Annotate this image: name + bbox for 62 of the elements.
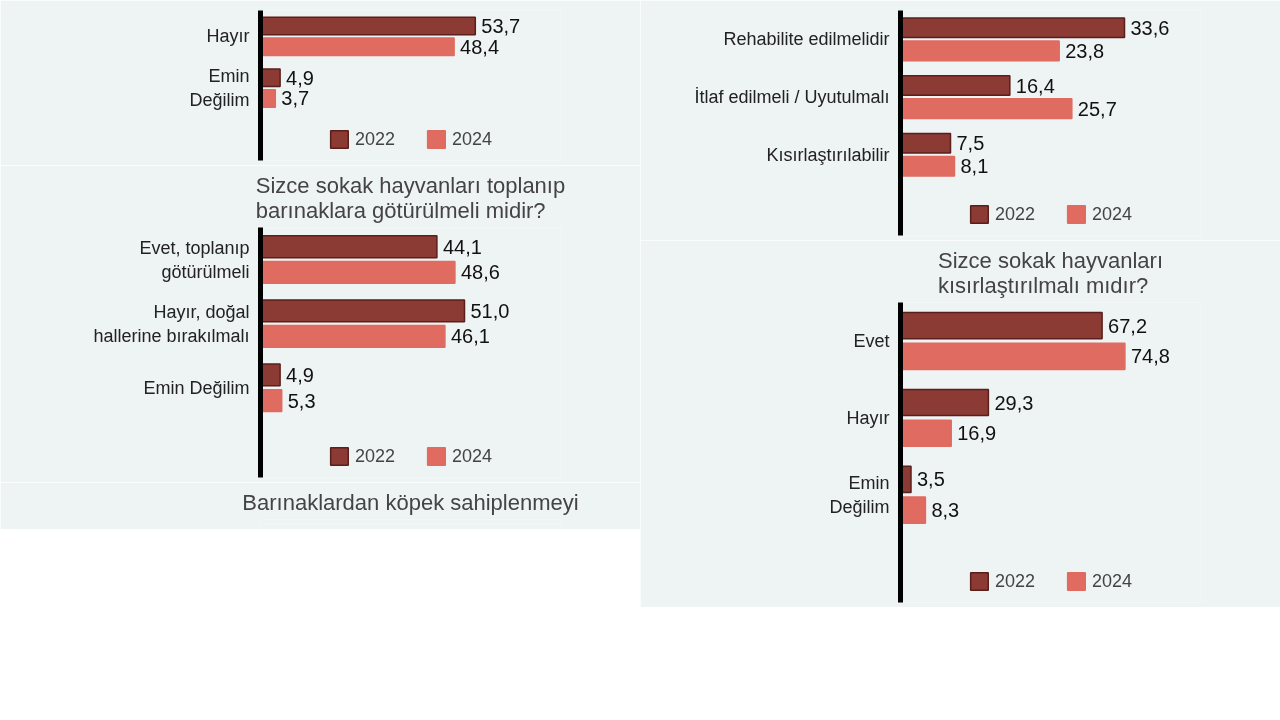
chart-title: Sizce sokak hayvanları toplanıp barınaklara götürülmeli midir? — [255, 172, 566, 223]
legend-label: 2022 — [354, 128, 395, 150]
data-label: 4,9 — [286, 363, 314, 386]
bar — [260, 299, 466, 323]
data-label: 46,1 — [450, 325, 490, 348]
legend-label: 2022 — [354, 445, 395, 467]
legend-label: 2024 — [1092, 570, 1133, 592]
legend-label: 2024 — [1092, 203, 1133, 225]
data-label: 8,3 — [931, 499, 960, 522]
data-label: 29,3 — [994, 391, 1034, 414]
data-label: 48,6 — [460, 261, 500, 284]
data-label: 67,2 — [1108, 314, 1148, 337]
y-tick-label: İtlaf edilmeli / Uyutulmalı — [694, 87, 890, 108]
bar — [900, 496, 927, 525]
bar — [260, 260, 456, 285]
y-tick-label: Evet, toplanıp götürülmeli — [139, 237, 250, 282]
y-tick-label: Hayır — [206, 26, 250, 47]
bar — [900, 342, 1126, 371]
y-tick-label: Kısırlaştırılabilir — [766, 144, 890, 165]
bar — [900, 40, 1060, 62]
y-tick-label: Rehabilite edilmelidir — [723, 29, 890, 50]
y-tick-label: Hayır — [846, 407, 890, 428]
data-label: 7,5 — [956, 132, 985, 155]
bar — [900, 388, 990, 417]
y-tick-label: Emin Değilim — [189, 66, 250, 111]
legend-label: 2024 — [452, 128, 493, 150]
bar — [900, 98, 1073, 120]
text: Barınaklardan köpek sahiplenmeyi — [242, 489, 579, 515]
bar — [900, 17, 1126, 39]
data-label: 4,9 — [286, 66, 314, 89]
y-tick-label: Emin Değilim — [143, 377, 250, 398]
legend-label: 2022 — [994, 203, 1035, 225]
y-tick-label: Emin Değilim — [829, 472, 890, 517]
chart-title: Sizce sokak hayvanları kısırlaştırılmalı mıdır? — [938, 247, 1163, 298]
bar — [260, 324, 446, 349]
data-label: 51,0 — [470, 299, 510, 322]
data-label: 74,8 — [1130, 345, 1170, 368]
data-label: 16,9 — [957, 422, 997, 445]
data-label: 3,7 — [281, 87, 310, 110]
bar — [900, 155, 956, 177]
data-label: 44,1 — [442, 235, 482, 258]
bar — [260, 363, 281, 387]
bar — [260, 37, 455, 57]
data-label: 23,8 — [1065, 39, 1105, 62]
data-label: 48,4 — [460, 35, 500, 58]
data-label: 8,1 — [960, 155, 989, 178]
bar — [900, 311, 1103, 340]
bar — [900, 132, 952, 154]
bar — [260, 235, 438, 259]
legend-label: 2022 — [994, 570, 1035, 592]
y-tick-label: Hayır, doğal hallerine bırakılmalı — [93, 301, 250, 346]
y-tick-label: Evet — [853, 330, 890, 351]
data-label: 3,5 — [917, 468, 945, 491]
data-label: 53,7 — [481, 15, 521, 38]
data-label: 25,7 — [1077, 97, 1117, 120]
bar — [900, 74, 1011, 97]
bar — [900, 419, 952, 448]
data-label: 5,3 — [287, 389, 316, 412]
legend-label: 2024 — [452, 445, 493, 467]
bar — [260, 16, 477, 36]
data-label: 16,4 — [1015, 74, 1055, 97]
data-label: 33,6 — [1130, 16, 1170, 39]
